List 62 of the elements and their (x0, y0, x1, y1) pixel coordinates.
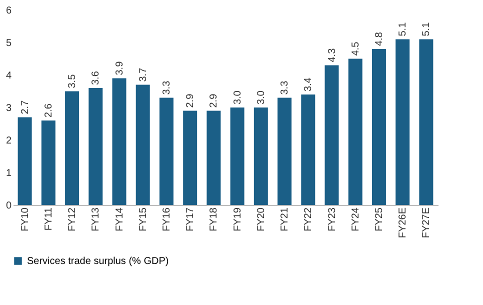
bar (88, 88, 103, 205)
x-tick-label: FY25 (374, 207, 385, 232)
bar (183, 110, 198, 205)
y-tick-label: 5 (6, 38, 12, 49)
x-tick-label: FY23 (326, 207, 338, 232)
bar (159, 98, 174, 205)
bar (65, 91, 80, 205)
bar (230, 108, 244, 205)
x-tick-label: FY22 (303, 207, 314, 232)
data-label: 3.0 (232, 90, 244, 104)
x-tick-label: FY18 (208, 207, 220, 232)
data-label: 3.9 (114, 60, 126, 76)
data-label: 4.8 (374, 32, 385, 46)
bar (324, 65, 339, 205)
x-tick-label: FY16 (161, 207, 172, 232)
x-tick-label: FY17 (185, 207, 196, 232)
y-tick-label: 2 (6, 136, 12, 146)
x-tick-label: FY27E (421, 207, 432, 238)
bar (254, 108, 268, 205)
x-tick-label: FY14 (114, 207, 126, 232)
y-tick-label: 1 (6, 168, 12, 179)
x-tick-label: FY11 (43, 207, 54, 231)
x-tick-label: FY21 (280, 207, 291, 232)
data-label: 3.3 (161, 80, 172, 95)
data-label: 2.9 (185, 93, 196, 108)
y-tick-label: 6 (6, 6, 12, 16)
bar (301, 94, 316, 205)
x-tick-label: FY13 (90, 207, 102, 232)
x-tick-label: FY20 (256, 207, 267, 232)
data-label: 3.6 (90, 70, 102, 85)
bar (112, 78, 126, 205)
bar (348, 58, 362, 205)
x-tick-label: FY10 (20, 207, 31, 232)
bar (278, 98, 292, 205)
y-tick-label: 4 (6, 70, 12, 82)
x-tick-label: FY24 (350, 207, 362, 232)
data-label: 5.1 (421, 22, 432, 36)
bar (419, 39, 434, 205)
bar (396, 39, 410, 205)
data-label: 3.4 (303, 77, 314, 92)
data-label: 3.0 (256, 90, 267, 104)
data-label: 4.5 (350, 41, 362, 56)
data-label: 3.3 (280, 80, 291, 95)
bar (136, 84, 150, 205)
data-label: 2.6 (43, 103, 54, 118)
data-label: 4.3 (326, 48, 338, 62)
x-tick-label: FY26E (398, 207, 409, 238)
data-label: 3.5 (67, 74, 78, 88)
bar (41, 120, 56, 205)
x-tick-label: FY15 (138, 207, 149, 232)
bar (206, 110, 221, 205)
x-tick-label: FY19 (232, 207, 244, 232)
x-tick-label: FY12 (67, 207, 78, 232)
data-label: 3.7 (138, 67, 149, 82)
legend-label: Services trade surplus (% GDP) (27, 256, 169, 267)
bar (18, 117, 32, 205)
bar (372, 49, 386, 205)
y-tick-label: 3 (6, 103, 12, 114)
data-label: 5.1 (398, 22, 409, 36)
y-tick-label: 0 (6, 200, 12, 212)
data-label: 2.7 (20, 100, 31, 114)
data-label: 2.9 (208, 93, 220, 108)
